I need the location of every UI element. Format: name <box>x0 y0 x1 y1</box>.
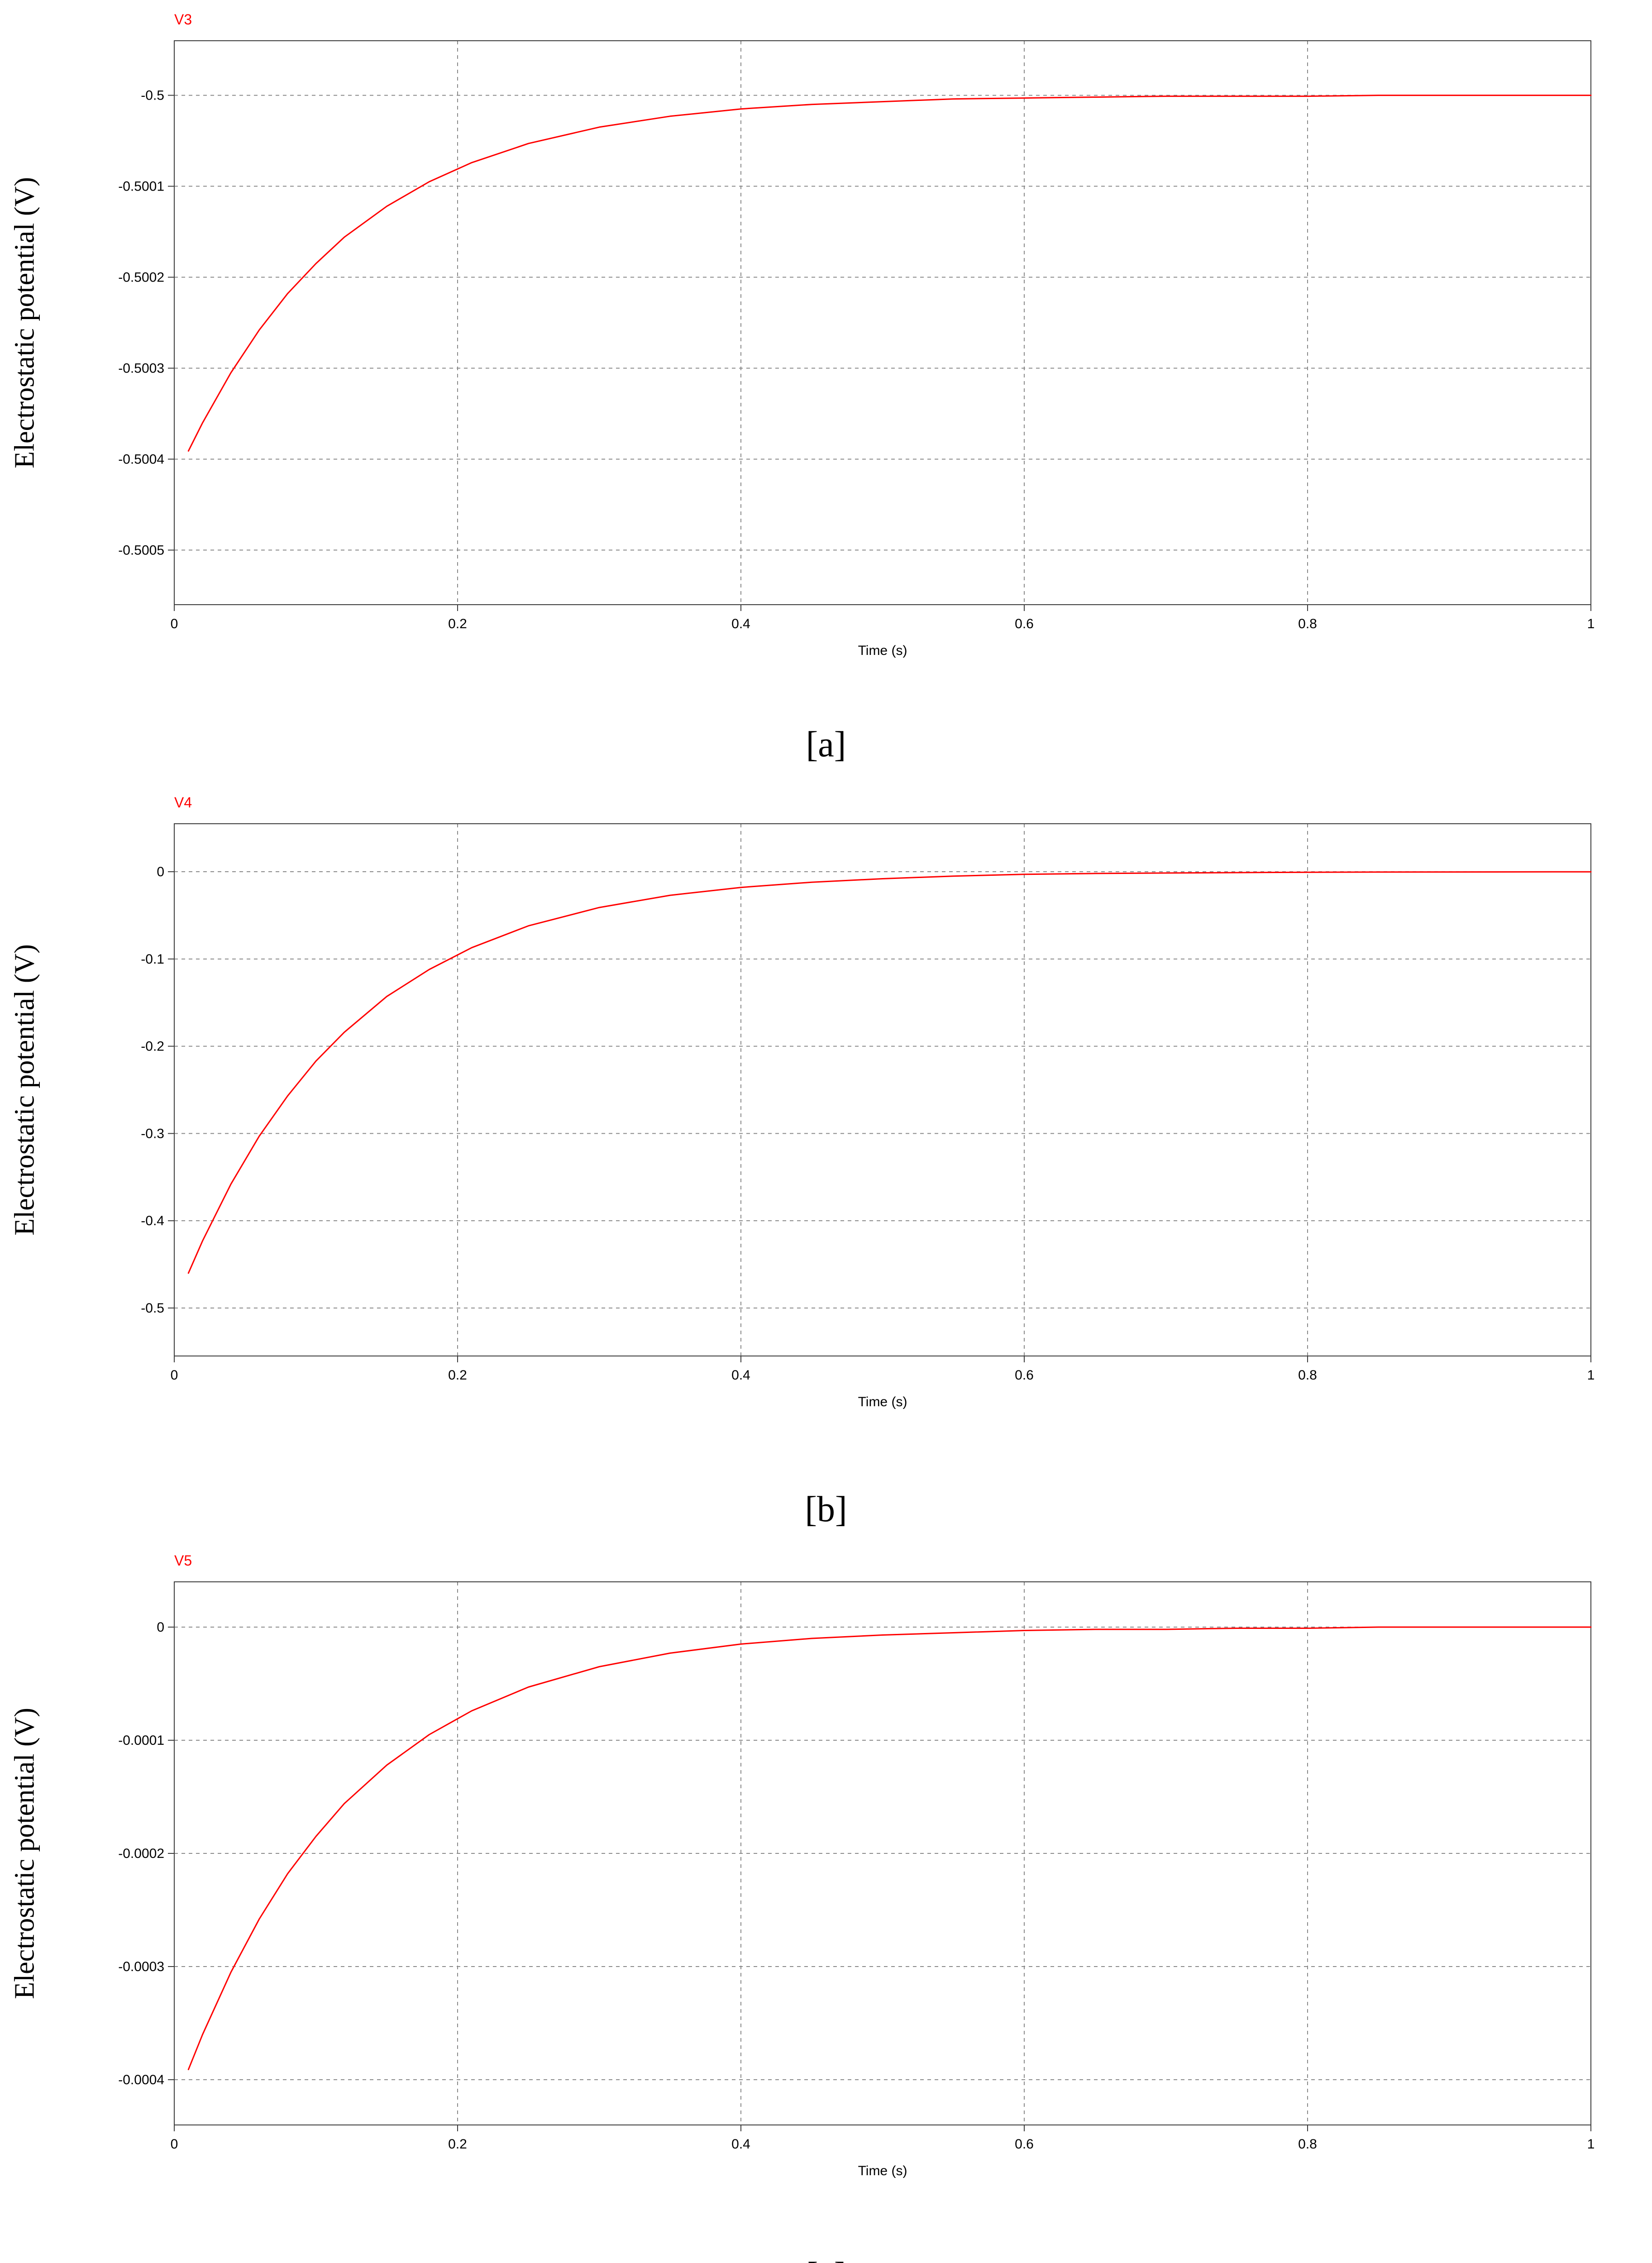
x-axis-label-a: Time (s) <box>858 643 907 658</box>
y-tick-label: -0.5001 <box>118 179 164 194</box>
x-tick-label: 0.4 <box>731 616 750 631</box>
figure-b: V4 Electrostatic potential (V) 0 -0.1 -0.2… <box>0 794 1652 1541</box>
series-label-v4: V4 <box>174 794 192 811</box>
x-tick-label: 0.8 <box>1298 1368 1317 1383</box>
series-curve-v3 <box>187 95 1592 452</box>
series-curve-v4 <box>187 871 1592 1274</box>
plot-border <box>174 823 1591 1356</box>
y-tick-label: -0.0004 <box>118 2072 164 2087</box>
x-tick-label: 0.6 <box>1015 2137 1034 2152</box>
plot-area-v5: 0 -0.0001 -0.0002 -0.0003 -0.0004 0 0.2 0.4 0.6 0… <box>118 1581 1595 2152</box>
y-tick-label: -0.3 <box>141 1126 164 1141</box>
y-tick-label: -0.5004 <box>118 452 164 467</box>
figure-caption-b: [b] <box>805 1490 847 1529</box>
y-tick-label: 0 <box>157 864 164 879</box>
y-tick-label: -0.5 <box>141 88 164 103</box>
y-tick-label: -0.5003 <box>118 361 164 376</box>
y-tick-label: -0.0001 <box>118 1733 164 1748</box>
figure-a: V3 Electrostatic potential (V) -0.5 -0.50… <box>0 11 1652 776</box>
y-tick-label: -0.0003 <box>118 1959 164 1974</box>
x-tick-label: 0.8 <box>1298 616 1317 631</box>
x-tick-label: 0 <box>171 616 178 631</box>
plot-area-v3: -0.5 -0.5001 -0.5002 -0.5003 -0.5004 -0.5005 0… <box>118 40 1595 631</box>
y-tick-label: 0 <box>157 1620 164 1635</box>
y-axis-label-c: Electrostatic potential (V) <box>9 1708 40 1999</box>
x-tick-label: 0.2 <box>448 1368 467 1383</box>
x-tick-label: 0.4 <box>731 1368 750 1383</box>
x-axis-label-c: Time (s) <box>858 2163 907 2178</box>
plot-border <box>174 40 1591 605</box>
x-tick-label: 1 <box>1587 2137 1595 2152</box>
x-tick-label: 0 <box>171 2137 178 2152</box>
y-tick-label: -0.5002 <box>118 270 164 285</box>
x-tick-label: 1 <box>1587 616 1595 631</box>
y-tick-label: -0.5 <box>141 1301 164 1316</box>
series-label-v5: V5 <box>174 1552 192 1569</box>
y-tick-label: -0.0002 <box>118 1846 164 1861</box>
figure-caption-c: [c] <box>0 2255 1652 2263</box>
series-label-v3: V3 <box>174 11 192 28</box>
x-axis-label-b: Time (s) <box>858 1394 907 1409</box>
figure-c: V5 Electrostatic potential (V) 0 -0.0001 -… <box>0 1552 1652 2263</box>
x-tick-label: 0.2 <box>448 616 467 631</box>
x-tick-label: 0.8 <box>1298 2137 1317 2152</box>
plot-border <box>174 1581 1591 2125</box>
x-tick-label: 0.6 <box>1015 1368 1034 1383</box>
series-curve-v5 <box>187 1626 1592 2070</box>
y-axis-label-b: Electrostatic potential (V) <box>9 944 40 1236</box>
y-tick-label: -0.2 <box>141 1039 164 1054</box>
y-axis-label-a: Electrostatic potential (V) <box>9 177 40 468</box>
y-tick-label: -0.5005 <box>118 543 164 558</box>
x-tick-label: 0 <box>171 1368 178 1383</box>
x-tick-label: 0.2 <box>448 2137 467 2152</box>
y-tick-label: -0.4 <box>141 1213 164 1228</box>
figure-caption-a: [a] <box>806 725 846 764</box>
y-tick-label: -0.1 <box>141 952 164 967</box>
x-tick-label: 0.6 <box>1015 616 1034 631</box>
x-tick-label: 0.4 <box>731 2137 750 2152</box>
x-tick-label: 1 <box>1587 1368 1595 1383</box>
plot-area-v4: 0 -0.1 -0.2 -0.3 -0.4 -0.5 0 0.2 0.4 0.6 0.8 1 <box>141 823 1595 1383</box>
